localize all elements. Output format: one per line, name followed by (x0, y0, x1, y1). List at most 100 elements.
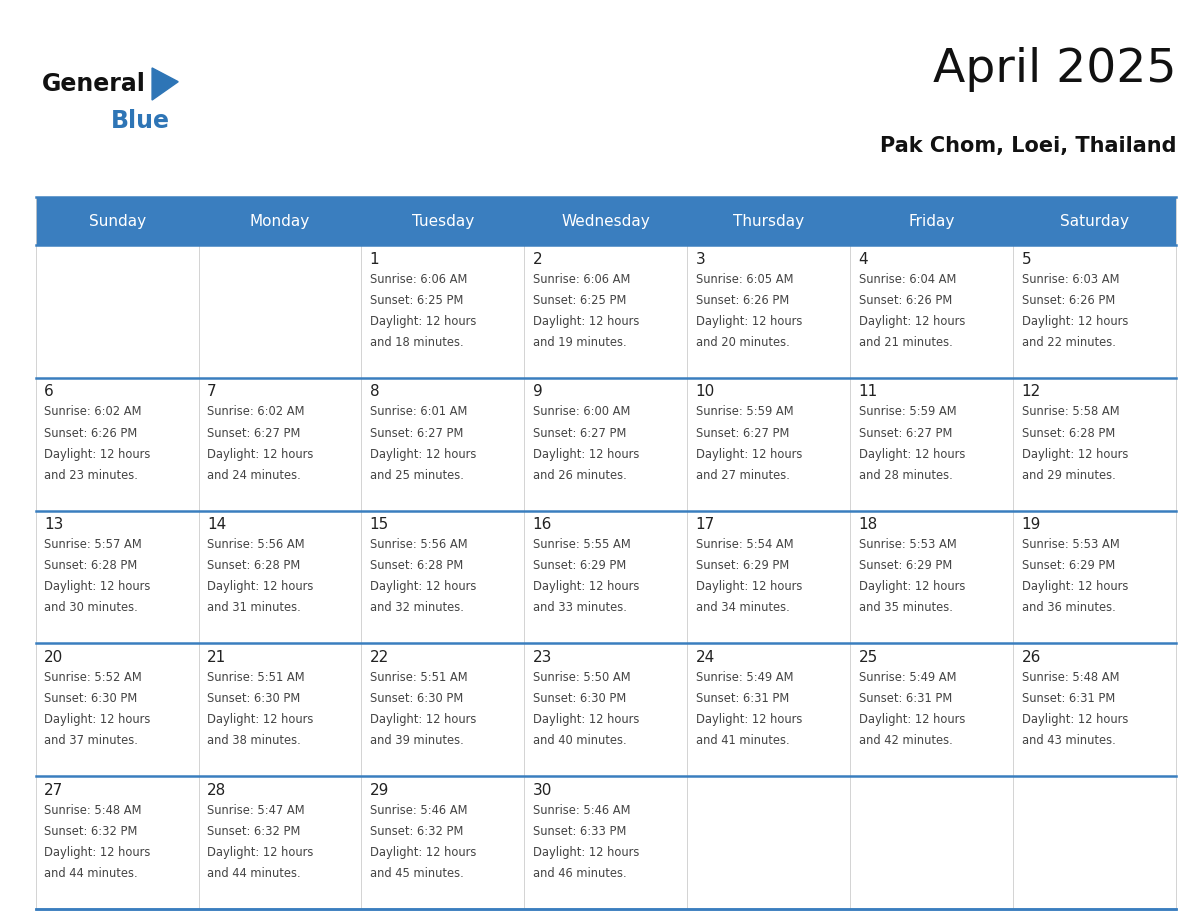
Text: Sunrise: 5:54 AM: Sunrise: 5:54 AM (696, 538, 794, 551)
Text: Sunset: 6:28 PM: Sunset: 6:28 PM (44, 559, 137, 572)
Bar (688, 644, 851, 776)
Text: Daylight: 12 hours: Daylight: 12 hours (44, 713, 151, 726)
Text: Daylight: 12 hours: Daylight: 12 hours (44, 580, 151, 593)
Text: and 44 minutes.: and 44 minutes. (44, 867, 138, 880)
Text: 19: 19 (1022, 517, 1041, 532)
Text: Sunset: 6:25 PM: Sunset: 6:25 PM (532, 294, 626, 307)
Text: Daylight: 12 hours: Daylight: 12 hours (44, 845, 151, 859)
Bar (36, 245, 198, 378)
Text: 2: 2 (532, 252, 543, 266)
Text: and 35 minutes.: and 35 minutes. (859, 601, 953, 614)
Text: 17: 17 (696, 517, 715, 532)
Text: Daylight: 12 hours: Daylight: 12 hours (532, 315, 639, 328)
Text: April 2025: April 2025 (933, 47, 1176, 92)
Bar (36, 510, 198, 644)
Text: 25: 25 (859, 650, 878, 665)
Text: Sunset: 6:30 PM: Sunset: 6:30 PM (44, 692, 137, 705)
Text: and 29 minutes.: and 29 minutes. (1022, 469, 1116, 482)
Text: and 36 minutes.: and 36 minutes. (1022, 601, 1116, 614)
Text: Daylight: 12 hours: Daylight: 12 hours (1022, 315, 1127, 328)
Text: 23: 23 (532, 650, 552, 665)
Text: 8: 8 (369, 385, 379, 399)
Text: 14: 14 (207, 517, 226, 532)
Text: 26: 26 (1022, 650, 1041, 665)
Bar (851, 245, 1013, 378)
Text: Sunrise: 5:59 AM: Sunrise: 5:59 AM (696, 406, 794, 419)
Text: Daylight: 12 hours: Daylight: 12 hours (532, 580, 639, 593)
Bar (524, 644, 688, 776)
Text: Sunset: 6:26 PM: Sunset: 6:26 PM (696, 294, 789, 307)
Bar (198, 776, 361, 909)
Text: 12: 12 (1022, 385, 1041, 399)
Text: Pak Chom, Loei, Thailand: Pak Chom, Loei, Thailand (879, 136, 1176, 156)
Text: Sunset: 6:31 PM: Sunset: 6:31 PM (1022, 692, 1114, 705)
Text: 5: 5 (1022, 252, 1031, 266)
Text: 16: 16 (532, 517, 552, 532)
Bar (851, 378, 1013, 510)
Text: and 22 minutes.: and 22 minutes. (1022, 336, 1116, 349)
Text: Daylight: 12 hours: Daylight: 12 hours (859, 315, 965, 328)
Bar (688, 510, 851, 644)
Bar (198, 378, 361, 510)
Text: 13: 13 (44, 517, 63, 532)
Bar (1013, 245, 1176, 378)
Text: 21: 21 (207, 650, 226, 665)
Bar (524, 776, 688, 909)
Text: Sunrise: 5:52 AM: Sunrise: 5:52 AM (44, 671, 141, 684)
Text: Sunset: 6:27 PM: Sunset: 6:27 PM (859, 427, 952, 440)
Text: General: General (42, 73, 145, 96)
Text: Sunset: 6:32 PM: Sunset: 6:32 PM (369, 824, 463, 838)
Text: Sunset: 6:26 PM: Sunset: 6:26 PM (859, 294, 952, 307)
Text: Wednesday: Wednesday (562, 214, 650, 229)
Text: Sunset: 6:31 PM: Sunset: 6:31 PM (696, 692, 789, 705)
Bar (524, 245, 688, 378)
Text: Daylight: 12 hours: Daylight: 12 hours (207, 580, 314, 593)
Text: Daylight: 12 hours: Daylight: 12 hours (1022, 713, 1127, 726)
Text: Sunrise: 6:03 AM: Sunrise: 6:03 AM (1022, 273, 1119, 285)
Text: Sunset: 6:33 PM: Sunset: 6:33 PM (532, 824, 626, 838)
Bar (1013, 510, 1176, 644)
Bar (1013, 378, 1176, 510)
Text: Daylight: 12 hours: Daylight: 12 hours (1022, 580, 1127, 593)
Text: Daylight: 12 hours: Daylight: 12 hours (207, 713, 314, 726)
Text: Sunset: 6:25 PM: Sunset: 6:25 PM (369, 294, 463, 307)
Text: Sunrise: 5:51 AM: Sunrise: 5:51 AM (207, 671, 304, 684)
Text: 3: 3 (696, 252, 706, 266)
Text: Sunrise: 5:50 AM: Sunrise: 5:50 AM (532, 671, 631, 684)
Text: Sunrise: 5:49 AM: Sunrise: 5:49 AM (859, 671, 956, 684)
Text: Sunrise: 5:53 AM: Sunrise: 5:53 AM (1022, 538, 1119, 551)
Text: Sunset: 6:27 PM: Sunset: 6:27 PM (532, 427, 626, 440)
Bar (36, 197, 1176, 245)
Text: Sunrise: 6:00 AM: Sunrise: 6:00 AM (532, 406, 630, 419)
Text: Daylight: 12 hours: Daylight: 12 hours (207, 845, 314, 859)
Text: Sunset: 6:29 PM: Sunset: 6:29 PM (532, 559, 626, 572)
Bar (361, 776, 524, 909)
Text: Daylight: 12 hours: Daylight: 12 hours (207, 448, 314, 461)
Text: Sunset: 6:26 PM: Sunset: 6:26 PM (1022, 294, 1114, 307)
Text: Sunrise: 5:48 AM: Sunrise: 5:48 AM (1022, 671, 1119, 684)
Text: and 28 minutes.: and 28 minutes. (859, 469, 953, 482)
Text: and 40 minutes.: and 40 minutes. (532, 734, 626, 747)
Text: Sunset: 6:27 PM: Sunset: 6:27 PM (207, 427, 301, 440)
Text: 30: 30 (532, 782, 552, 798)
Text: Daylight: 12 hours: Daylight: 12 hours (369, 713, 476, 726)
Text: and 19 minutes.: and 19 minutes. (532, 336, 626, 349)
Text: and 41 minutes.: and 41 minutes. (696, 734, 789, 747)
Text: 10: 10 (696, 385, 715, 399)
Bar (851, 776, 1013, 909)
Text: Daylight: 12 hours: Daylight: 12 hours (696, 580, 802, 593)
Bar (688, 245, 851, 378)
Text: Sunrise: 5:53 AM: Sunrise: 5:53 AM (859, 538, 956, 551)
Text: and 26 minutes.: and 26 minutes. (532, 469, 626, 482)
Text: Daylight: 12 hours: Daylight: 12 hours (859, 713, 965, 726)
Text: Daylight: 12 hours: Daylight: 12 hours (859, 580, 965, 593)
Text: 20: 20 (44, 650, 63, 665)
Text: Sunset: 6:29 PM: Sunset: 6:29 PM (1022, 559, 1114, 572)
Bar (524, 510, 688, 644)
Bar (851, 644, 1013, 776)
Text: and 20 minutes.: and 20 minutes. (696, 336, 789, 349)
Bar (361, 245, 524, 378)
Bar (1013, 644, 1176, 776)
Text: and 32 minutes.: and 32 minutes. (369, 601, 463, 614)
Text: Daylight: 12 hours: Daylight: 12 hours (1022, 448, 1127, 461)
